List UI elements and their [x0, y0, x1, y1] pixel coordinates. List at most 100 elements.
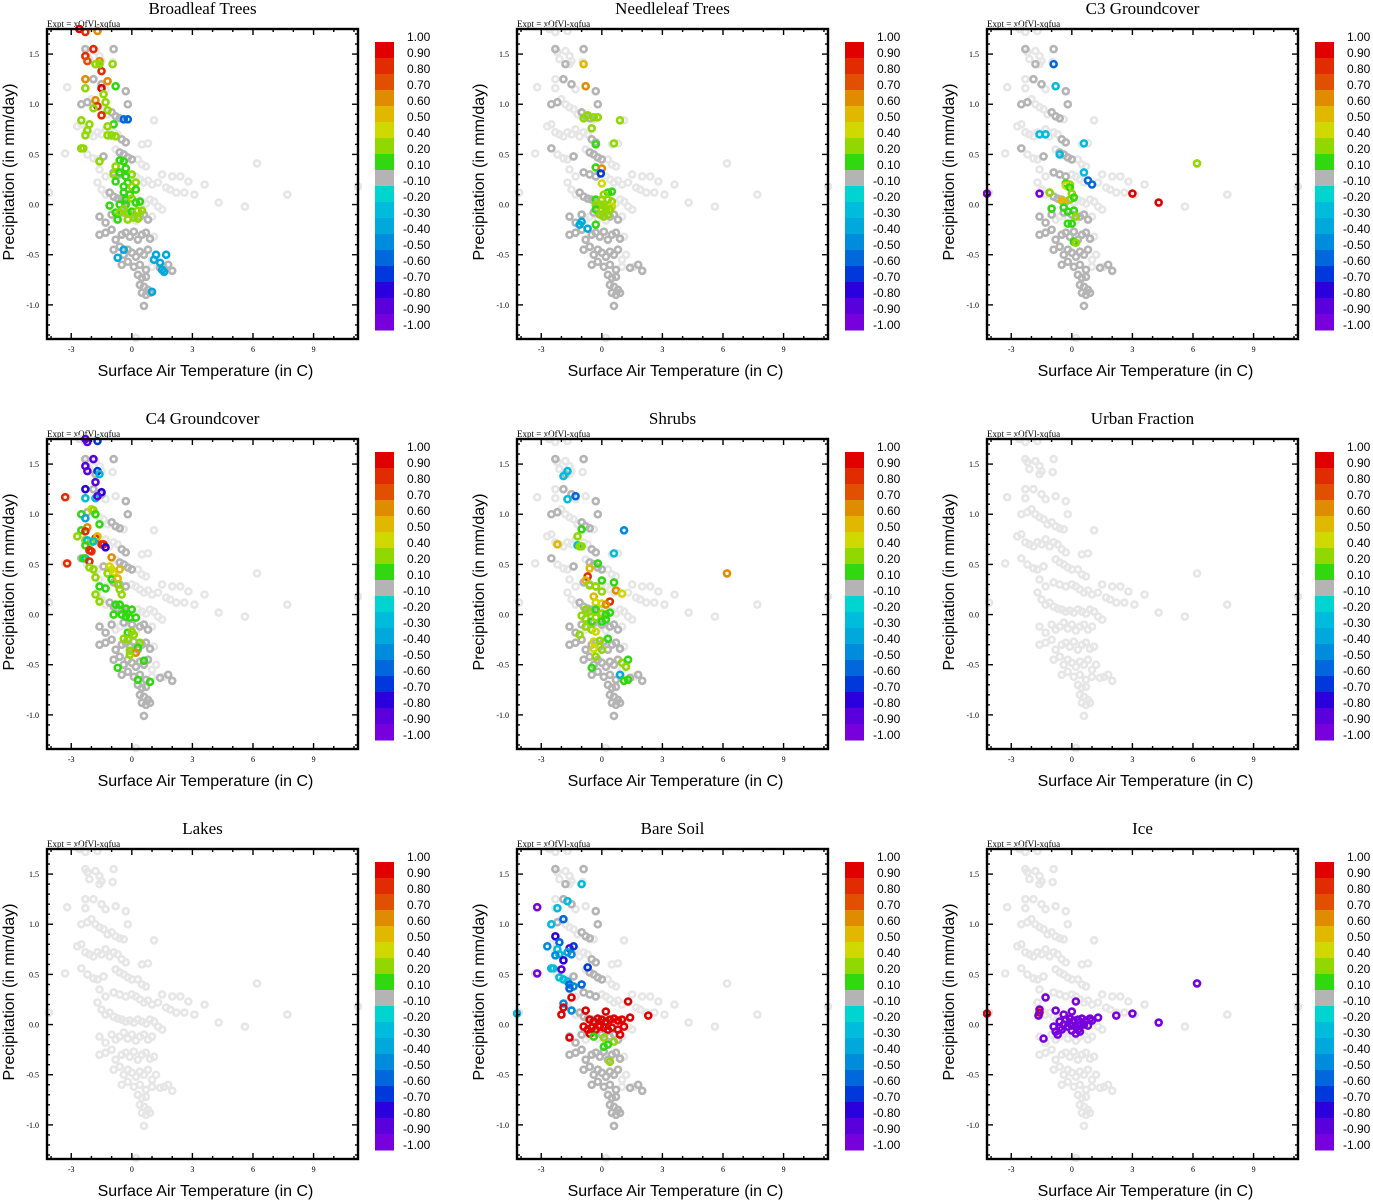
neutral-point — [569, 972, 578, 981]
data-point — [643, 1011, 653, 1020]
missing-point — [1027, 504, 1036, 514]
y-tick-label: 1.0 — [969, 100, 979, 109]
x-tick-label: 9 — [312, 1165, 316, 1174]
data-point — [81, 131, 90, 140]
missing-point — [1097, 580, 1107, 589]
colorbar-label: 0.80 — [877, 62, 901, 76]
missing-point — [143, 959, 153, 968]
expt-label: Expt = xQfVl-xqfua — [517, 429, 590, 439]
x-tick-label: 3 — [660, 345, 664, 354]
colorbar-swatch — [1315, 1022, 1334, 1039]
y-tick-label: 1.0 — [29, 100, 39, 109]
colorbar: 1.00 0.90 0.80 0.70 0.60 0.50 0.40 0.20 0.10 -0.1… — [375, 440, 431, 742]
missing-point — [184, 177, 193, 186]
missing-point — [1093, 588, 1103, 597]
neutral-point — [1029, 74, 1038, 84]
colorbar-label: 0.20 — [1347, 962, 1371, 976]
missing-point — [81, 894, 90, 904]
data-point — [619, 676, 629, 686]
colorbar-swatch — [845, 170, 864, 187]
colorbar-label: -0.70 — [403, 680, 431, 694]
missing-point — [1039, 924, 1048, 934]
y-tick-label: 1.5 — [969, 50, 979, 59]
data-point — [577, 980, 586, 989]
missing-point — [111, 901, 120, 911]
missing-point — [101, 1038, 110, 1047]
data-point — [1047, 204, 1056, 213]
colorbar-label: 1.00 — [877, 440, 901, 454]
missing-point — [567, 130, 576, 139]
colorbar-label: 0.10 — [407, 978, 431, 992]
data-point — [617, 589, 627, 598]
colorbar-label: -0.30 — [873, 206, 901, 220]
missing-point — [571, 582, 580, 591]
neutral-point — [101, 218, 110, 227]
colorbar-label: 0.90 — [407, 46, 431, 60]
x-axis-label: Surface Air Temperature (in C) — [568, 1183, 784, 1200]
data-point — [111, 600, 120, 609]
panel-urban-fraction: Urban Fraction Expt = xQfVl-xqfua -3 0 3 6 9 1.… — [941, 409, 1371, 790]
neutral-point — [581, 235, 590, 244]
colorbar-label: -1.00 — [1343, 1138, 1371, 1152]
missing-point — [149, 935, 159, 945]
data-point — [1034, 1011, 1043, 1020]
colorbar-swatch — [375, 548, 394, 565]
neutral-point — [111, 645, 120, 654]
missing-point — [1097, 990, 1107, 999]
missing-point — [139, 1070, 149, 1080]
missing-point — [153, 178, 163, 187]
data-point — [557, 1010, 566, 1019]
colorbar-label: 0.20 — [407, 142, 431, 156]
colorbar-label: 0.60 — [877, 914, 901, 928]
neutral-point — [1039, 152, 1048, 161]
x-tick-label: -3 — [1008, 1165, 1015, 1174]
missing-point — [551, 493, 560, 503]
missing-point — [563, 998, 572, 1007]
expt-label: Expt = xQfVl-xqfua — [47, 19, 120, 29]
data-point — [1041, 993, 1050, 1002]
neutral-point — [615, 1108, 625, 1118]
missing-point — [101, 945, 110, 954]
missing-point — [151, 1070, 161, 1080]
colorbar-swatch — [375, 1022, 394, 1039]
colorbar-swatch — [375, 234, 394, 251]
colorbar-swatch — [375, 484, 394, 501]
data-point — [60, 492, 70, 502]
missing-point — [621, 1070, 631, 1080]
missing-point — [1002, 902, 1012, 912]
neutral-point — [591, 906, 601, 916]
data-point — [591, 627, 601, 636]
missing-point — [1035, 59, 1044, 69]
colorbar-label: -0.30 — [873, 616, 901, 630]
data-point — [81, 513, 90, 523]
neutral-point — [167, 676, 177, 686]
colorbar-label: 0.50 — [877, 110, 901, 124]
missing-point — [1041, 582, 1050, 591]
neutral-point — [551, 454, 560, 464]
y-tick-label: 0.0 — [29, 611, 39, 620]
data-point — [597, 179, 607, 188]
neutral-point — [593, 1077, 603, 1087]
colorbar-label: -0.10 — [403, 174, 431, 188]
data-point — [551, 931, 560, 941]
neutral-point — [141, 682, 151, 692]
colorbar-swatch — [375, 910, 394, 927]
missing-point — [619, 607, 629, 616]
colorbar-swatch — [1315, 910, 1334, 927]
colorbar-label: -0.20 — [403, 600, 431, 614]
neutral-point — [125, 232, 135, 241]
data-point — [93, 491, 102, 501]
x-tick-label: 9 — [782, 755, 786, 764]
y-tick-label: -1.0 — [966, 301, 979, 310]
colorbar-swatch — [845, 532, 864, 549]
colorbar-label: -0.20 — [873, 1010, 901, 1024]
data-point — [605, 1015, 615, 1024]
colorbar-swatch — [375, 958, 394, 975]
colorbar-label: -0.20 — [1343, 1010, 1371, 1024]
colorbar: 1.00 0.90 0.80 0.70 0.60 0.50 0.40 0.20 0.10 -0.1… — [845, 850, 901, 1152]
colorbar-label: 0.40 — [877, 946, 901, 960]
colorbar-label: -0.80 — [873, 696, 901, 710]
missing-point — [1047, 620, 1056, 629]
neutral-point — [637, 266, 647, 276]
colorbar-swatch — [1315, 1038, 1334, 1055]
